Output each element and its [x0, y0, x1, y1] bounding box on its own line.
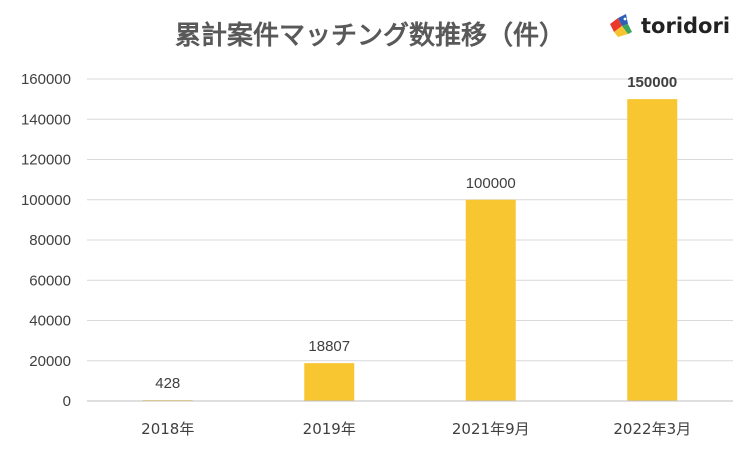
x-tick-label: 2019年 — [303, 420, 356, 438]
bar — [627, 99, 678, 401]
x-axis-ticks: 2018年 2019年 2021年9月 2022年3月 — [141, 420, 691, 438]
bars — [142, 99, 678, 401]
bird-icon — [610, 14, 632, 37]
y-axis-ticks: 0 20000 40000 60000 80000 100000 120000 140000 1… — [21, 71, 71, 410]
x-tick-label: 2021年9月 — [452, 420, 530, 438]
x-tick-label: 2018年 — [141, 420, 194, 438]
y-tick-label: 160000 — [21, 71, 71, 88]
toridori-logo: toridori — [610, 14, 730, 38]
data-labels: 428 18807 100000 150000 — [155, 74, 677, 392]
x-tick-label: 2022年3月 — [613, 420, 691, 438]
y-tick-label: 20000 — [29, 353, 71, 370]
bar — [304, 363, 355, 401]
y-tick-label: 40000 — [29, 313, 71, 330]
y-tick-label: 140000 — [21, 111, 71, 128]
gridlines — [87, 78, 733, 362]
bar — [465, 199, 516, 401]
data-label: 18807 — [308, 338, 350, 355]
data-label: 428 — [155, 375, 180, 392]
y-tick-label: 0 — [63, 393, 71, 410]
y-tick-label: 120000 — [21, 152, 71, 169]
data-label: 100000 — [466, 175, 516, 192]
brand-name: toridori — [641, 14, 730, 38]
data-label: 150000 — [627, 74, 677, 91]
y-tick-label: 80000 — [29, 232, 71, 249]
y-tick-label: 60000 — [29, 272, 71, 289]
chart-title: 累計案件マッチング数推移（件） — [175, 20, 565, 51]
y-tick-label: 100000 — [21, 192, 71, 209]
